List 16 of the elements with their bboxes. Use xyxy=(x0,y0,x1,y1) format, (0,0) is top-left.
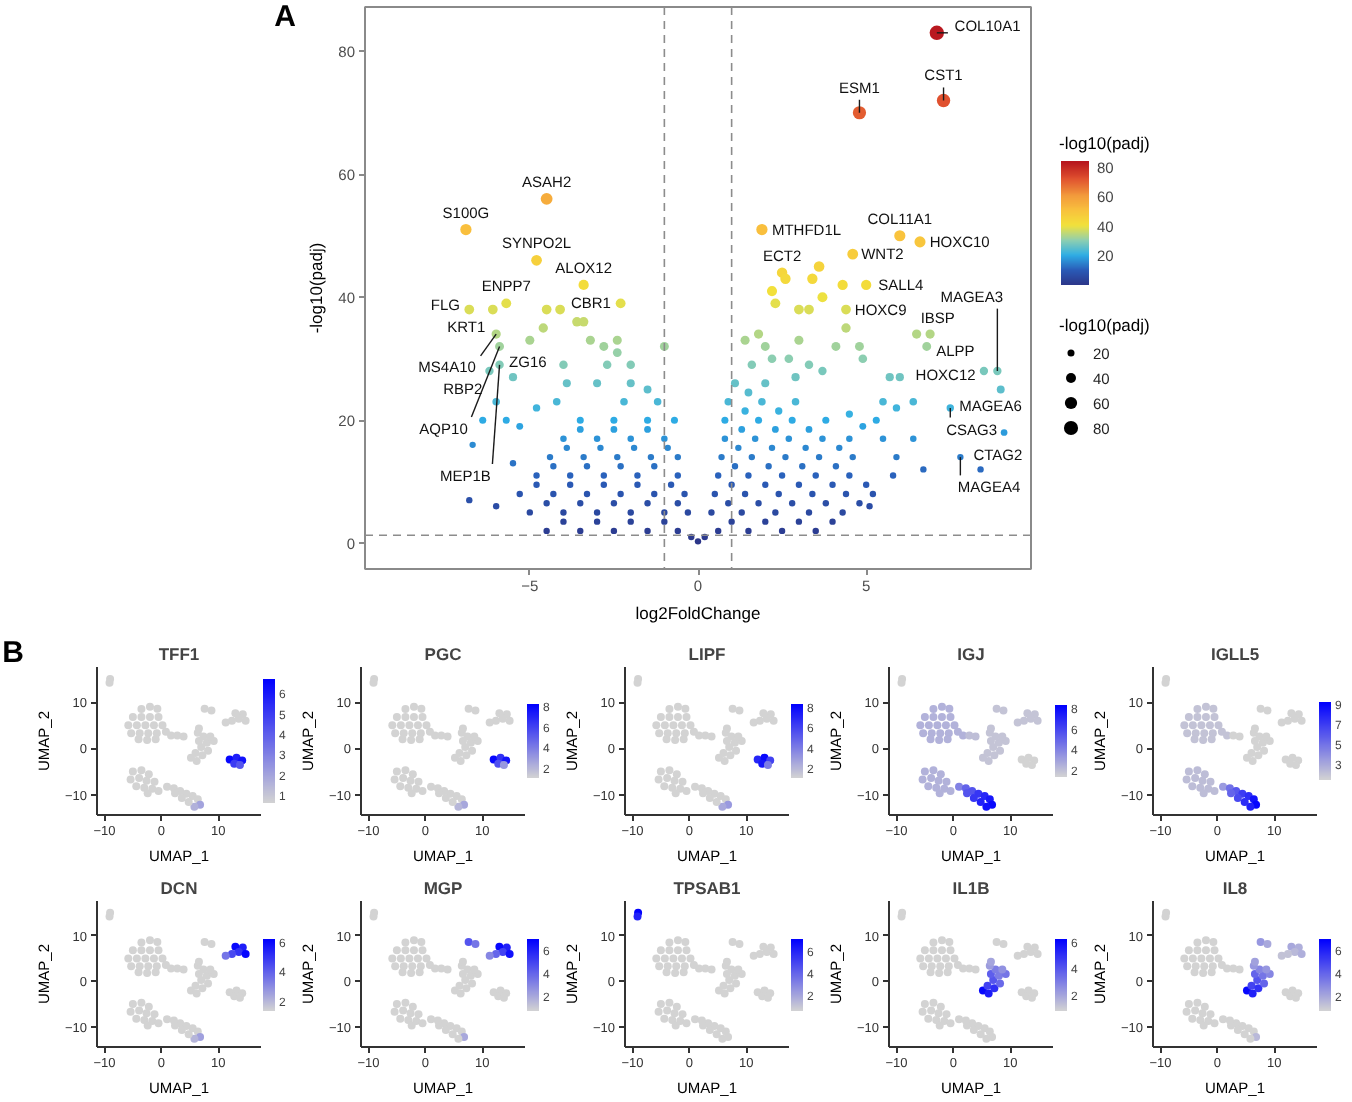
chart-title: IGJ xyxy=(957,644,986,664)
chart-title: IGLL5 xyxy=(1210,644,1260,664)
text: A xyxy=(274,0,296,34)
chart-title: DCN xyxy=(160,878,198,898)
chart-title: LIPF xyxy=(688,644,726,664)
text: B xyxy=(2,636,24,670)
chart-title: MGP xyxy=(423,878,464,898)
chart-title: IL8 xyxy=(1222,878,1248,898)
chart-title: TPSAB1 xyxy=(673,878,742,898)
x-axis-title: log2FoldChange xyxy=(635,603,761,623)
legend-title: -log10(padj) xyxy=(1059,315,1151,335)
chart-title: PGC xyxy=(424,644,462,664)
chart-title: IL1B xyxy=(952,878,990,898)
color-bar-title: -log10(padj) xyxy=(1059,133,1151,153)
y-axis-title: -log10(padj) xyxy=(306,242,327,334)
chart-title: TFF1 xyxy=(158,644,200,664)
